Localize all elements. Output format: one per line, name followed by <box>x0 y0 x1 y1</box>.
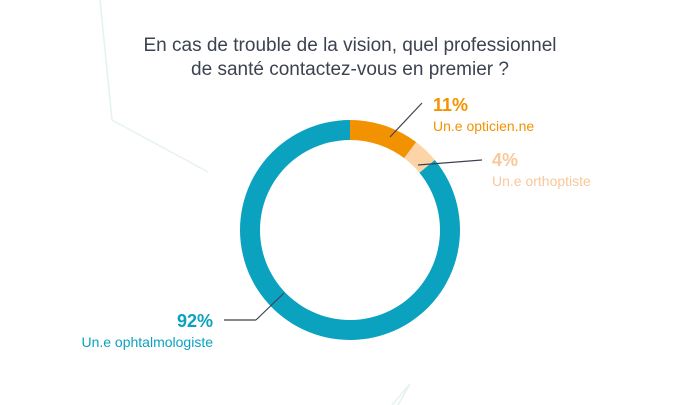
donut-slice-2 <box>404 142 435 173</box>
background-decoration <box>99 0 411 405</box>
data-label-opticien-value: 11% <box>433 95 468 115</box>
donut-slice-1 <box>350 120 417 159</box>
leader-line-ophtalmologiste-diag <box>255 292 285 321</box>
chart-title-line-1: En cas de trouble de la vision, quel pro… <box>144 35 557 56</box>
data-label-ophtalmologiste-value: 92% <box>177 311 213 331</box>
data-label-orthoptiste-value: 4% <box>492 150 518 170</box>
data-label-orthoptiste-name: Un.e orthoptiste <box>492 173 591 189</box>
chart-title-line-2: de santé contactez-vous en premier ? <box>191 59 509 80</box>
leader-line-orthoptiste <box>417 159 483 166</box>
data-label-opticien-name: Un.e opticien.ne <box>433 118 534 134</box>
data-label-ophtalmologiste-name: Un.e ophtalmologiste <box>81 334 213 350</box>
donut-slices <box>239 120 460 340</box>
leader-line-opticien <box>389 102 423 138</box>
